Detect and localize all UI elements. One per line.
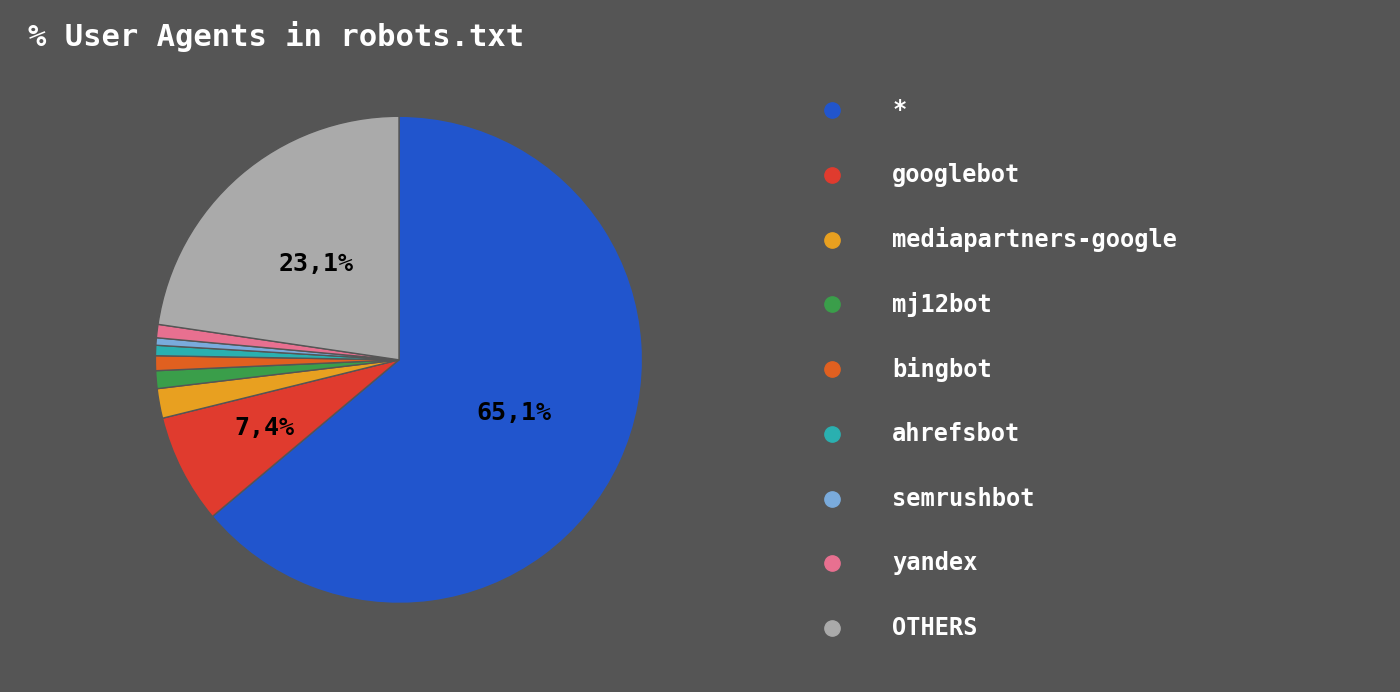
Wedge shape <box>213 116 643 603</box>
Text: yandex: yandex <box>892 552 977 575</box>
Text: 23,1%: 23,1% <box>279 252 354 276</box>
Wedge shape <box>162 360 399 516</box>
Text: 7,4%: 7,4% <box>234 417 294 440</box>
Text: googlebot: googlebot <box>892 163 1021 187</box>
Text: mediapartners-google: mediapartners-google <box>892 227 1177 253</box>
Wedge shape <box>155 360 399 389</box>
Wedge shape <box>157 325 399 360</box>
Wedge shape <box>155 356 399 371</box>
Text: semrushbot: semrushbot <box>892 486 1035 511</box>
Wedge shape <box>158 116 399 360</box>
Text: bingbot: bingbot <box>892 356 993 382</box>
Text: mj12bot: mj12bot <box>892 292 993 317</box>
Wedge shape <box>155 345 399 360</box>
Text: % User Agents in robots.txt: % User Agents in robots.txt <box>28 21 524 52</box>
Wedge shape <box>157 360 399 418</box>
Text: OTHERS: OTHERS <box>892 616 977 640</box>
Text: ahrefsbot: ahrefsbot <box>892 422 1021 446</box>
Wedge shape <box>155 338 399 360</box>
Text: *: * <box>892 98 907 122</box>
Text: 65,1%: 65,1% <box>476 401 552 426</box>
